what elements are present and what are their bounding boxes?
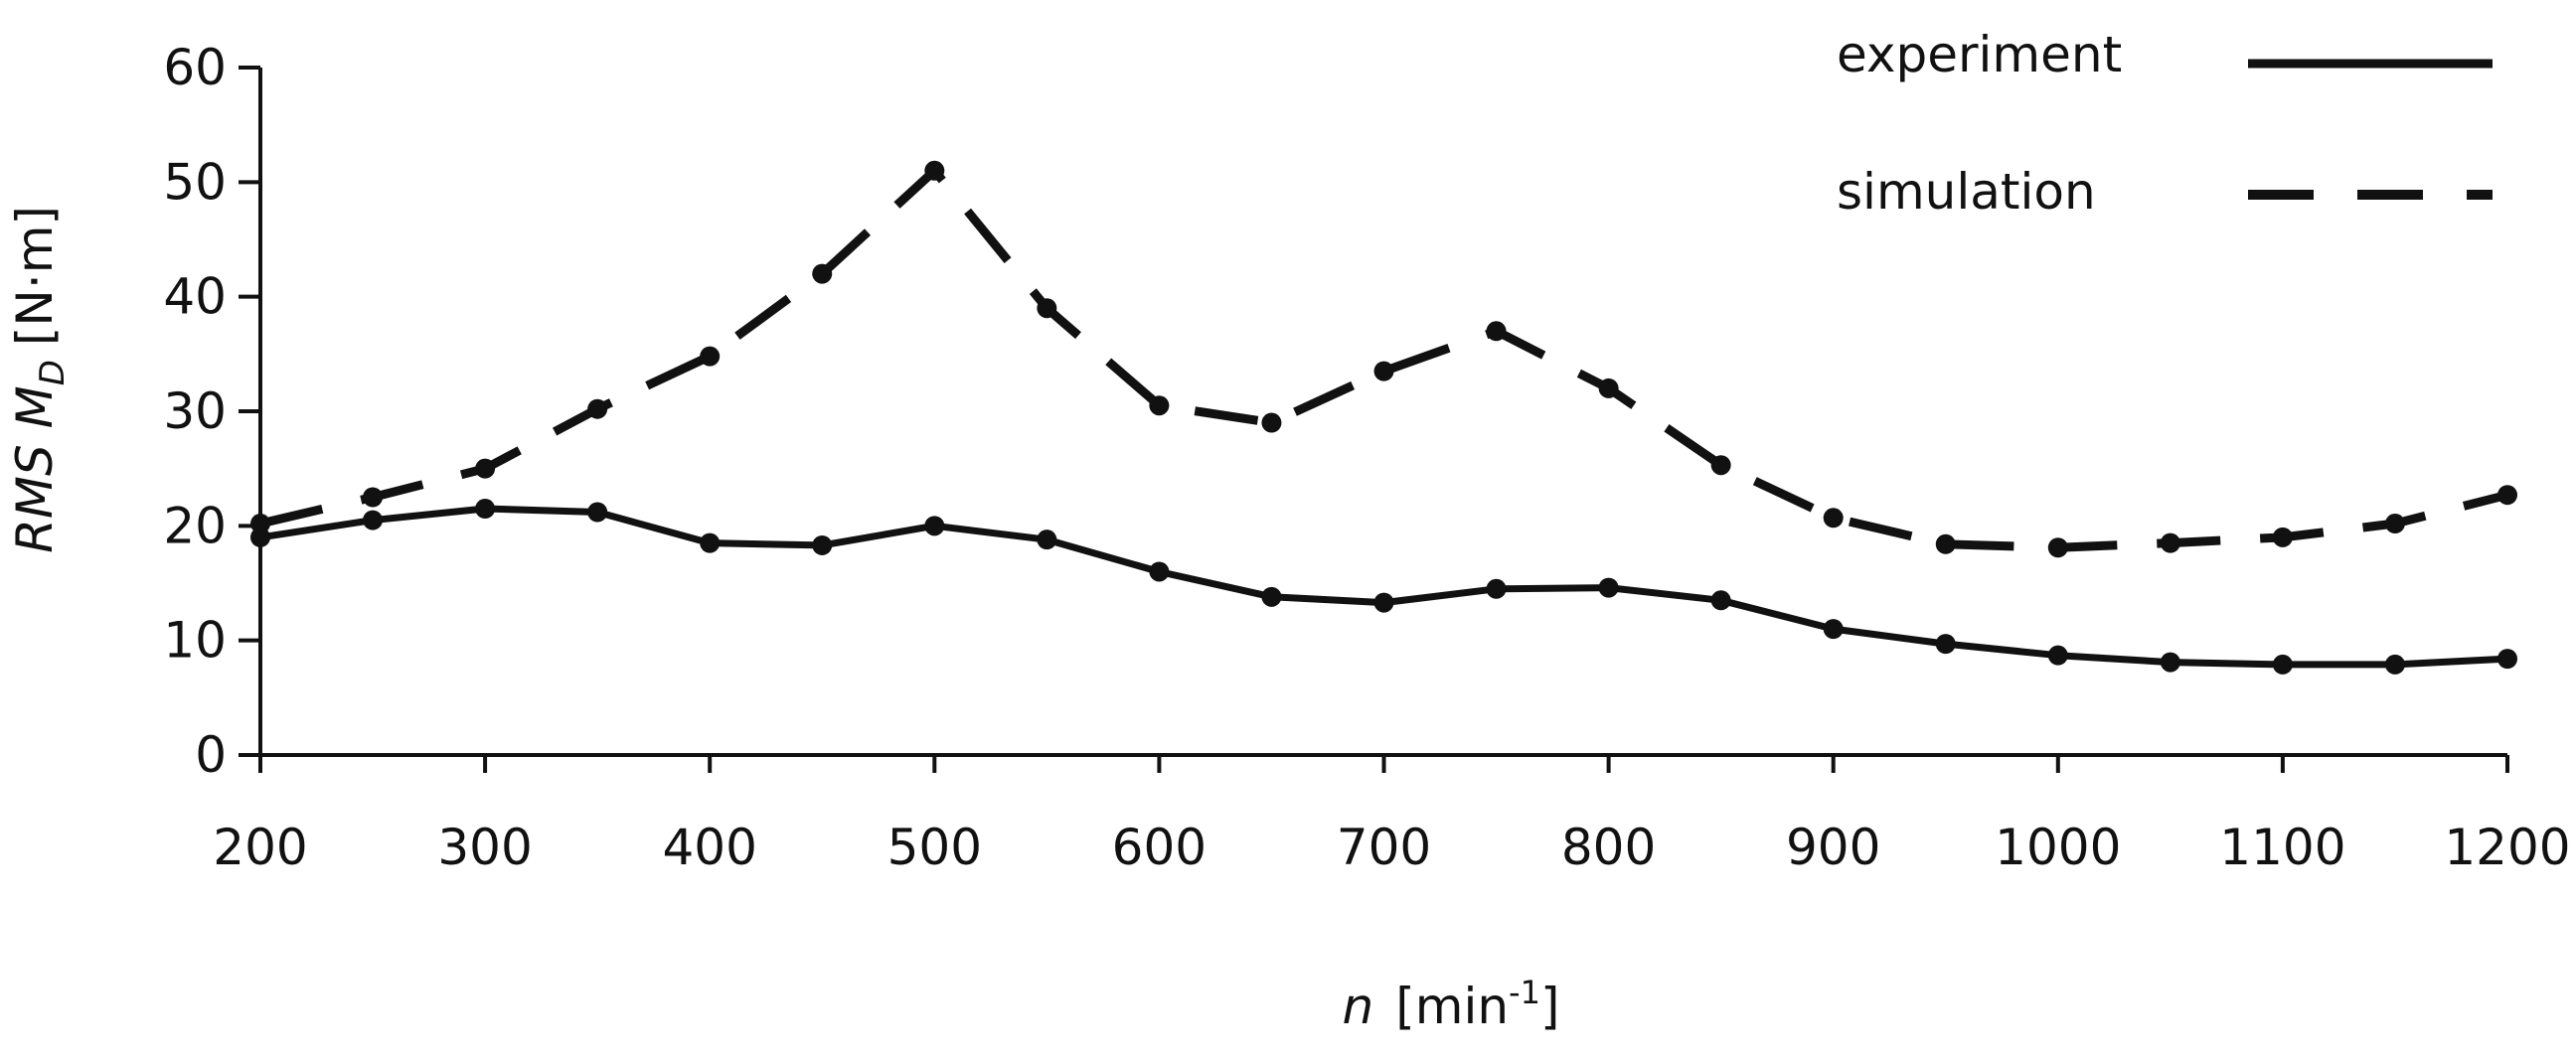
data-point-experiment [1710,590,1731,611]
data-point-experiment [1261,586,1282,607]
y-axis-title: RMS MD [N·m] [6,206,73,553]
y-tick-label: 60 [163,39,227,96]
x-axis-title: n [min-1] [1343,974,1560,1035]
x-ticks: 200 300 400 500 600 700 800 900 1000 1100 1200 [213,755,2571,876]
data-point-experiment [700,532,721,553]
data-point-experiment [2047,645,2068,666]
data-point-experiment [587,502,608,523]
data-point-simulation [2272,527,2293,547]
x-axis-unit-prefix: [min [1395,978,1509,1035]
y-axis-subscript: D [33,360,73,385]
x-axis-unit-exponent: -1 [1509,974,1540,1011]
data-point-experiment [2384,654,2405,675]
x-tick-label: 1200 [2444,819,2570,876]
y-ticks: 0 10 20 30 40 50 60 [163,39,260,784]
data-point-experiment [1373,592,1394,613]
data-point-simulation [812,263,833,284]
data-point-simulation [924,160,945,181]
data-point-simulation [1935,533,1956,554]
series-layer [250,160,2517,675]
data-point-experiment [1935,634,1956,655]
data-point-simulation [1486,321,1507,342]
data-point-experiment [475,499,496,520]
data-point-simulation [2160,532,2180,553]
data-point-simulation [1598,378,1619,398]
x-tick-label: 800 [1561,819,1656,876]
x-tick-label: 400 [662,819,756,876]
data-point-experiment [1149,561,1170,582]
x-axis-unit-suffix: ] [1540,978,1560,1035]
x-axis-variable: n [1343,978,1374,1035]
data-point-simulation [587,398,608,419]
x-tick-label: 600 [1112,819,1207,876]
data-point-experiment [363,510,384,530]
data-point-simulation [2384,514,2405,534]
y-tick-label: 30 [163,382,227,440]
data-point-simulation [1823,508,1844,529]
data-point-simulation [363,487,384,508]
data-point-experiment [250,527,270,547]
data-point-experiment [1823,619,1844,640]
data-point-simulation [1149,395,1170,416]
legend-item-experiment: experiment [1837,26,2493,83]
data-point-simulation [475,458,496,479]
y-axis-unit: [N·m] [6,206,64,346]
series-line-experiment [259,505,2508,669]
series-simulation [250,160,2517,558]
legend-label-experiment: experiment [1837,26,2122,83]
legend: experiment simulation [1837,26,2493,221]
data-point-simulation [2497,485,2517,506]
y-tick-label: 50 [163,153,227,211]
legend-label-simulation: simulation [1837,163,2096,221]
x-tick-label: 300 [437,819,532,876]
data-point-simulation [1037,298,1057,319]
data-point-simulation [250,514,270,534]
y-tick-label: 10 [163,612,227,670]
y-axis-variable: RMS M [6,385,64,553]
data-point-experiment [1598,577,1619,598]
x-tick-label: 500 [887,819,982,876]
x-tick-label: 200 [213,819,307,876]
data-point-experiment [2272,654,2293,675]
x-tick-label: 700 [1337,819,1431,876]
data-point-simulation [1710,455,1731,476]
data-point-simulation [1373,361,1394,381]
x-tick-label: 1100 [2219,819,2345,876]
data-point-experiment [812,534,833,555]
y-tick-label: 40 [163,268,227,326]
data-point-simulation [2047,537,2068,558]
data-point-experiment [924,516,945,536]
series-experiment [250,499,2517,675]
data-point-experiment [2160,652,2180,673]
x-tick-label: 900 [1786,819,1880,876]
x-tick-label: 1000 [1995,819,2121,876]
data-point-experiment [2497,649,2517,670]
legend-item-simulation: simulation [1837,163,2493,221]
y-tick-label: 0 [195,726,227,784]
data-point-experiment [1486,578,1507,599]
data-point-simulation [1261,412,1282,433]
data-point-simulation [700,346,721,367]
data-point-experiment [1037,530,1057,550]
y-tick-label: 20 [163,497,227,554]
series-line-simulation [258,166,2509,552]
